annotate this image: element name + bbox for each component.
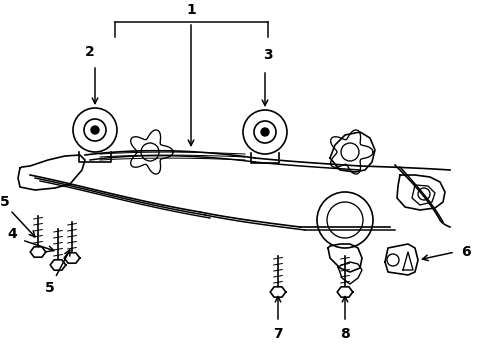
Circle shape	[261, 128, 268, 136]
Text: 1: 1	[186, 3, 196, 17]
Text: 5: 5	[45, 281, 55, 295]
Text: 5: 5	[0, 195, 10, 209]
Text: 4: 4	[7, 227, 17, 241]
Text: 8: 8	[340, 327, 349, 341]
Text: 6: 6	[460, 245, 470, 259]
Text: 2: 2	[85, 45, 95, 59]
Text: 7: 7	[273, 327, 282, 341]
Text: 3: 3	[263, 48, 272, 62]
Circle shape	[91, 126, 99, 134]
